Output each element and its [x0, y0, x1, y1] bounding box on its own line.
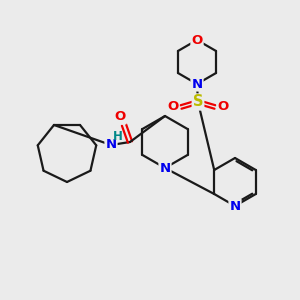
Text: S: S [193, 94, 203, 110]
Text: O: O [191, 34, 203, 46]
Text: N: N [159, 161, 171, 175]
Text: H: H [113, 130, 123, 142]
Text: O: O [114, 110, 126, 124]
Text: N: N [191, 77, 203, 91]
Text: N: N [230, 200, 241, 212]
Text: O: O [167, 100, 178, 113]
Text: N: N [105, 139, 117, 152]
Text: O: O [218, 100, 229, 113]
